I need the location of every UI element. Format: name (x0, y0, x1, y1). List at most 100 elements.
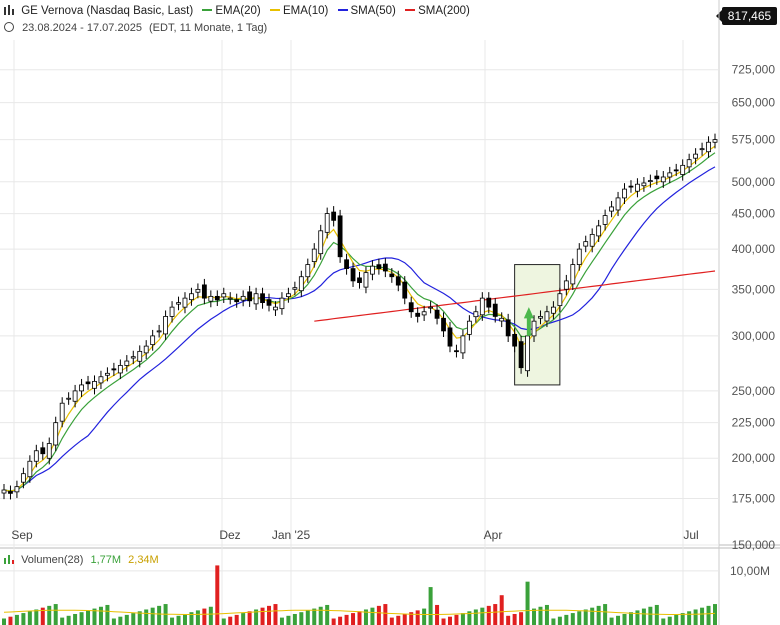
candle-body (221, 293, 227, 298)
candle-body (421, 311, 427, 316)
candle-body (363, 272, 369, 288)
candle-body (234, 299, 240, 303)
chart-header: GE Vernova (Nasdaq Basic, Last) EMA(20) … (4, 5, 470, 17)
volume-bar (648, 606, 653, 625)
candle-body (544, 311, 550, 322)
volume-bar (344, 614, 349, 625)
candle-body (647, 180, 653, 182)
instrument-title: GE Vernova (Nasdaq Basic, Last) (21, 5, 194, 17)
volume-bar (325, 604, 330, 625)
up-arrow-icon (523, 307, 534, 336)
candle-body (59, 402, 65, 422)
volume-bar (525, 581, 530, 625)
candle-body (46, 443, 52, 459)
volume-bar (34, 609, 39, 625)
volume-bar (176, 615, 181, 625)
volume-bar (338, 616, 343, 625)
volume-bar (137, 611, 142, 625)
volume-bar (616, 615, 621, 625)
candle-body (408, 302, 414, 313)
candle-body (98, 376, 104, 384)
candle-body (344, 259, 349, 269)
volume-bar (409, 612, 414, 625)
candle-body (79, 384, 84, 392)
candle-body (673, 169, 679, 172)
volume-bar (170, 617, 175, 625)
legend-sma200[interactable]: SMA(200) (418, 5, 470, 17)
candle-body (447, 327, 453, 347)
candle-body (201, 284, 207, 299)
volume-bar (144, 609, 149, 625)
date-range: 23.08.2024 - 17.07.2025 (EDT, 11 Monate,… (4, 22, 267, 34)
volume-bar (124, 614, 129, 625)
volume-bar (27, 611, 32, 625)
volume-bar (641, 608, 646, 625)
candle-body (72, 390, 78, 402)
candle-body (298, 276, 304, 292)
volume-bar (86, 610, 91, 625)
candle-body (654, 175, 660, 180)
volume-bar (532, 608, 537, 625)
volume-bar (247, 611, 252, 625)
volume-bar (622, 613, 627, 625)
volume-bar (486, 605, 491, 625)
candle-body (14, 486, 20, 493)
volume-bar (14, 614, 19, 625)
candle-body (130, 356, 136, 359)
volume-bar (557, 616, 562, 625)
candle-body (641, 182, 647, 187)
volume-bar (73, 613, 78, 625)
candle-body (124, 360, 130, 366)
candle-body (324, 213, 330, 233)
last-price-badge: 817,465 (716, 7, 777, 25)
candle-body (370, 265, 375, 275)
y-tick-label: 225,000 (732, 416, 776, 430)
volume-bar (215, 565, 220, 625)
candle-body (105, 372, 110, 376)
candle-body (92, 380, 97, 389)
volume-bar (383, 604, 388, 625)
candle-body (227, 297, 233, 300)
legend-ema20[interactable]: EMA(20) (215, 5, 261, 17)
volume-bar (318, 606, 323, 625)
volume-bar (603, 604, 608, 625)
volume-bar (454, 614, 459, 625)
candle-body (33, 450, 39, 462)
candle-body (589, 233, 595, 247)
volume-bar (396, 615, 401, 625)
volume-bar (370, 607, 375, 625)
volume-bar (441, 618, 446, 625)
volume-bar (150, 607, 155, 625)
candle-body (492, 303, 498, 317)
volume-bar (2, 618, 6, 625)
y-tick-label: 400,000 (732, 242, 776, 256)
volume-bar (667, 616, 672, 625)
y-tick-label: 575,000 (732, 133, 776, 147)
candle-body (706, 141, 711, 153)
candle-body (395, 276, 401, 286)
volume-bar (687, 611, 692, 625)
volume-bar (105, 604, 110, 625)
x-tick-label: Sep (11, 528, 33, 542)
highlight-box (514, 264, 561, 386)
volume-bar (376, 605, 381, 625)
volume-bar (544, 604, 549, 625)
candle-body (85, 381, 91, 385)
volume-bar (635, 610, 640, 625)
candle-body (699, 148, 705, 151)
legend-ema10[interactable]: EMA(10) (282, 5, 329, 17)
volume-bar (538, 606, 543, 625)
candle-body (208, 295, 214, 302)
volume-bar (221, 618, 226, 625)
candle-body (635, 183, 640, 192)
candle-body (150, 335, 156, 346)
volume-bar (428, 587, 433, 625)
candle-body (466, 320, 472, 335)
volume-bar (357, 611, 362, 625)
volume-bar (40, 607, 45, 625)
candle-body (266, 299, 272, 306)
legend-sma50[interactable]: SMA(50) (350, 5, 396, 17)
volume-bar (92, 608, 97, 625)
candle-body (441, 317, 446, 332)
